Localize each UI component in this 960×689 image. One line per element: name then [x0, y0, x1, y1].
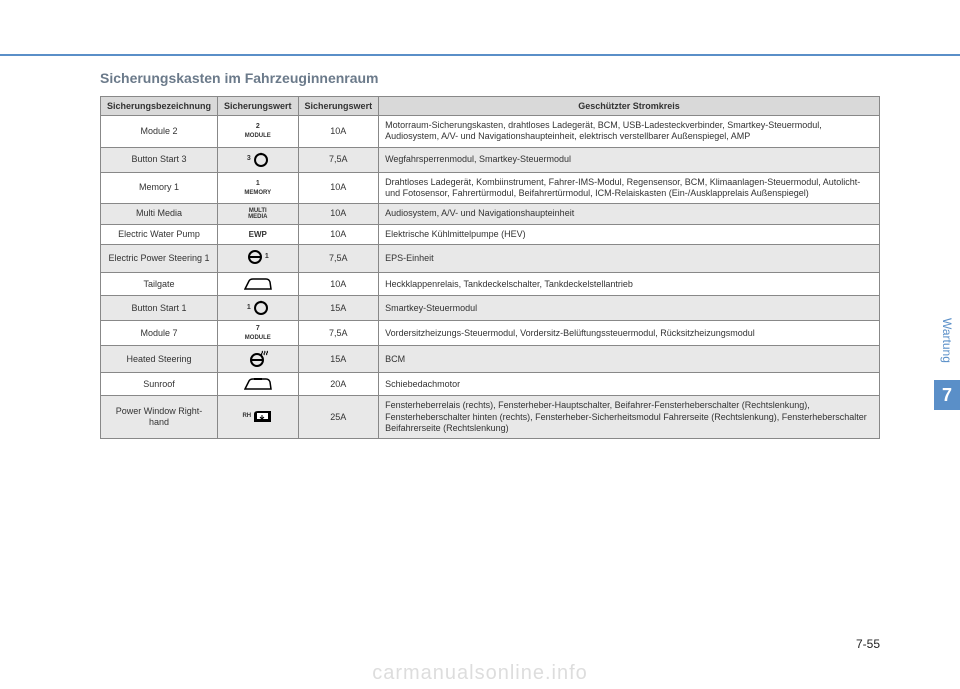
cell-symbol: 1 [218, 245, 299, 273]
cell-name: Memory 1 [101, 172, 218, 204]
cell-symbol: 1 [218, 296, 299, 321]
fuse-table: Sicherungsbezeichnung Sicherungswert Sic… [100, 96, 880, 439]
side-tab-label: Wartung [934, 300, 960, 380]
cell-rating: 10A [298, 172, 379, 204]
table-row: Power Window Right-handRH25AFensterheber… [101, 396, 880, 439]
table-row: Sunroof 20ASchiebedachmotor [101, 373, 880, 396]
th-name: Sicherungsbezeichnung [101, 97, 218, 116]
cell-description: Smartkey-Steuermodul [379, 296, 880, 321]
cell-name: Module 2 [101, 116, 218, 148]
cell-name: Electric Water Pump [101, 225, 218, 245]
cell-description: Schiebedachmotor [379, 373, 880, 396]
cell-rating: 7,5A [298, 245, 379, 273]
page-content: Sicherungskasten im Fahrzeuginnenraum Si… [100, 70, 880, 439]
table-row: Electric Water PumpEWP10AElektrische Küh… [101, 225, 880, 245]
cell-rating: 10A [298, 116, 379, 148]
th-symbol: Sicherungswert [218, 97, 299, 116]
table-row: Module 77MODULE7,5AVordersitzheizungs-St… [101, 321, 880, 346]
cell-name: Electric Power Steering 1 [101, 245, 218, 273]
cell-description: EPS-Einheit [379, 245, 880, 273]
cell-symbol: 7MODULE [218, 321, 299, 346]
section-title: Sicherungskasten im Fahrzeuginnenraum [100, 70, 880, 86]
cell-name: Button Start 1 [101, 296, 218, 321]
cell-description: Elektrische Kühlmittelpumpe (HEV) [379, 225, 880, 245]
cell-name: Multi Media [101, 204, 218, 225]
cell-rating: 7,5A [298, 147, 379, 172]
cell-name: Module 7 [101, 321, 218, 346]
cell-symbol: 1MEMORY [218, 172, 299, 204]
cell-rating: 10A [298, 225, 379, 245]
cell-name: Tailgate [101, 273, 218, 296]
cell-rating: 25A [298, 396, 379, 439]
side-tab-chapter: 7 [934, 380, 960, 410]
cell-symbol: 2MODULE [218, 116, 299, 148]
cell-symbol: EWP [218, 225, 299, 245]
table-row: Module 22MODULE10AMotorraum-Sicherungska… [101, 116, 880, 148]
cell-symbol [218, 346, 299, 373]
page-number: 7-55 [856, 637, 880, 651]
cell-description: Fensterheberrelais (rechts), Fensterhebe… [379, 396, 880, 439]
cell-symbol: RH [218, 396, 299, 439]
table-row: Multi MediaMULTIMEDIA10AAudiosystem, A/V… [101, 204, 880, 225]
table-row: Button Start 1115ASmartkey-Steuermodul [101, 296, 880, 321]
cell-description: Vordersitzheizungs-Steuermodul, Vordersi… [379, 321, 880, 346]
cell-description: Heckklappenrelais, Tankdeckelschalter, T… [379, 273, 880, 296]
top-rule [0, 54, 960, 56]
cell-rating: 20A [298, 373, 379, 396]
cell-rating: 10A [298, 273, 379, 296]
side-tab: Wartung 7 [934, 300, 960, 420]
cell-name: Heated Steering [101, 346, 218, 373]
th-circuit: Geschützter Stromkreis [379, 97, 880, 116]
cell-symbol: 3 [218, 147, 299, 172]
table-row: Electric Power Steering 117,5AEPS-Einhei… [101, 245, 880, 273]
cell-description: Drahtloses Ladegerät, Kombiinstrument, F… [379, 172, 880, 204]
cell-rating: 15A [298, 346, 379, 373]
cell-description: Wegfahrsperrenmodul, Smartkey-Steuermodu… [379, 147, 880, 172]
table-row: Memory 11MEMORY10ADrahtloses Ladegerät, … [101, 172, 880, 204]
cell-description: Audiosystem, A/V- und Navigationshauptei… [379, 204, 880, 225]
cell-rating: 7,5A [298, 321, 379, 346]
cell-rating: 15A [298, 296, 379, 321]
table-row: Tailgate 10AHeckklappenrelais, Tankdeckel… [101, 273, 880, 296]
cell-name: Button Start 3 [101, 147, 218, 172]
th-rating: Sicherungswert [298, 97, 379, 116]
table-row: Button Start 337,5AWegfahrsperrenmodul, … [101, 147, 880, 172]
cell-description: Motorraum-Sicherungskasten, drahtloses L… [379, 116, 880, 148]
cell-description: BCM [379, 346, 880, 373]
watermark: carmanualsonline.info [372, 662, 588, 685]
cell-symbol [218, 273, 299, 296]
table-row: Heated Steering 15ABCM [101, 346, 880, 373]
cell-name: Sunroof [101, 373, 218, 396]
cell-symbol [218, 373, 299, 396]
cell-rating: 10A [298, 204, 379, 225]
cell-symbol: MULTIMEDIA [218, 204, 299, 225]
cell-name: Power Window Right-hand [101, 396, 218, 439]
table-header-row: Sicherungsbezeichnung Sicherungswert Sic… [101, 97, 880, 116]
